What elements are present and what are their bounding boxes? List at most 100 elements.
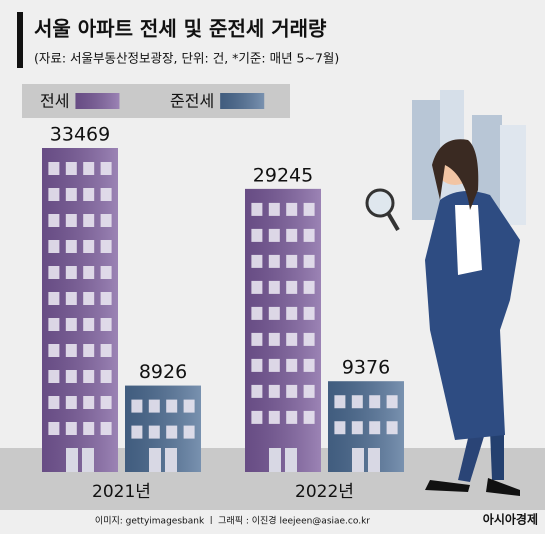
window bbox=[268, 202, 280, 216]
window bbox=[100, 162, 112, 175]
window bbox=[303, 228, 315, 242]
window bbox=[100, 396, 112, 409]
window bbox=[65, 396, 77, 409]
window bbox=[303, 202, 315, 216]
window bbox=[100, 240, 112, 253]
window bbox=[268, 384, 280, 398]
window bbox=[65, 162, 77, 175]
window bbox=[166, 425, 178, 439]
window bbox=[251, 384, 263, 398]
window bbox=[166, 399, 178, 413]
door bbox=[269, 448, 281, 472]
door bbox=[165, 448, 177, 472]
door bbox=[149, 448, 161, 472]
window bbox=[286, 332, 298, 346]
window bbox=[131, 425, 143, 439]
window bbox=[48, 370, 60, 383]
window bbox=[83, 396, 95, 409]
window bbox=[286, 202, 298, 216]
window bbox=[351, 421, 363, 435]
window bbox=[251, 228, 263, 242]
window bbox=[83, 240, 95, 253]
window bbox=[268, 358, 280, 372]
window bbox=[351, 395, 363, 409]
window bbox=[83, 344, 95, 357]
window bbox=[251, 306, 263, 320]
window bbox=[65, 266, 77, 279]
window bbox=[83, 266, 95, 279]
legend-swatch-shade bbox=[220, 93, 265, 109]
window bbox=[369, 395, 381, 409]
legend-label: 준전세 bbox=[170, 92, 214, 111]
window bbox=[131, 399, 143, 413]
legend-label: 전세 bbox=[40, 92, 69, 111]
window bbox=[286, 384, 298, 398]
value-label: 8926 bbox=[139, 361, 187, 383]
window bbox=[251, 410, 263, 424]
window bbox=[48, 422, 60, 435]
window bbox=[268, 254, 280, 268]
window bbox=[100, 214, 112, 227]
window bbox=[386, 421, 398, 435]
window bbox=[251, 332, 263, 346]
window bbox=[65, 318, 77, 331]
door bbox=[285, 448, 297, 472]
window bbox=[83, 214, 95, 227]
window bbox=[251, 202, 263, 216]
door bbox=[66, 448, 78, 472]
window bbox=[268, 410, 280, 424]
window bbox=[100, 370, 112, 383]
window bbox=[48, 266, 60, 279]
chart-title: 서울 아파트 전세 및 준전세 거래량 bbox=[34, 17, 327, 41]
window bbox=[268, 332, 280, 346]
window bbox=[83, 188, 95, 201]
window bbox=[48, 292, 60, 305]
window bbox=[251, 280, 263, 294]
window bbox=[65, 292, 77, 305]
legend-swatch-shade bbox=[75, 93, 120, 109]
window bbox=[65, 370, 77, 383]
window bbox=[268, 280, 280, 294]
chart-subtitle: (자료: 서울부동산정보광장, 단위: 건, *기준: 매년 5~7월) bbox=[34, 51, 339, 66]
x-tick-label: 2022년 bbox=[295, 482, 354, 502]
credit: 이미지: gettyimagesbank ㅣ 그래픽 : 이진경 leejeen… bbox=[95, 515, 370, 527]
window bbox=[48, 396, 60, 409]
window bbox=[100, 266, 112, 279]
window bbox=[83, 162, 95, 175]
window bbox=[386, 395, 398, 409]
window bbox=[48, 162, 60, 175]
window bbox=[148, 399, 160, 413]
window bbox=[183, 425, 195, 439]
title-bar bbox=[17, 12, 23, 68]
window bbox=[83, 370, 95, 383]
value-label: 33469 bbox=[50, 124, 110, 146]
logo: 아시아경제 bbox=[483, 512, 538, 527]
window bbox=[83, 318, 95, 331]
window bbox=[100, 292, 112, 305]
value-label: 29245 bbox=[253, 164, 313, 186]
window bbox=[100, 318, 112, 331]
window bbox=[65, 240, 77, 253]
window bbox=[65, 214, 77, 227]
value-label: 9376 bbox=[342, 357, 390, 379]
window bbox=[100, 422, 112, 435]
window bbox=[303, 306, 315, 320]
window bbox=[251, 358, 263, 372]
window bbox=[48, 318, 60, 331]
window bbox=[286, 280, 298, 294]
window bbox=[369, 421, 381, 435]
window bbox=[65, 344, 77, 357]
window bbox=[334, 421, 346, 435]
window bbox=[65, 188, 77, 201]
woman-illustration bbox=[365, 139, 520, 496]
window bbox=[100, 344, 112, 357]
door bbox=[368, 448, 380, 472]
window bbox=[48, 214, 60, 227]
door bbox=[352, 448, 364, 472]
window bbox=[303, 280, 315, 294]
x-tick-label: 2021년 bbox=[92, 482, 151, 502]
window bbox=[303, 254, 315, 268]
window bbox=[286, 358, 298, 372]
window bbox=[65, 422, 77, 435]
